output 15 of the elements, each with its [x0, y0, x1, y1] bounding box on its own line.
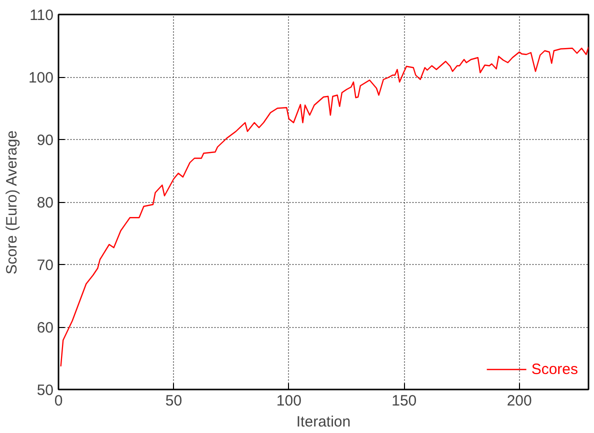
y-axis-title: Score (Euro) Average: [3, 130, 20, 274]
y-tick-label: 80: [36, 194, 54, 212]
x-tick-label: 150: [392, 392, 417, 410]
y-tick-label: 110: [30, 7, 54, 24]
x-axis-title: Iteration: [296, 414, 351, 430]
y-tick-label: 50: [36, 382, 54, 399]
legend-label: Scores: [531, 360, 578, 378]
x-tick-label: 100: [276, 392, 302, 410]
y-tick-label: 70: [36, 257, 54, 274]
y-tick-label: 100: [28, 70, 54, 86]
x-tick-label: 50: [165, 392, 182, 410]
x-tick-label: 0: [54, 392, 63, 410]
y-tick-label: 90: [36, 132, 54, 149]
y-tick-label: 60: [36, 320, 54, 336]
x-tick-label: 200: [506, 392, 532, 410]
